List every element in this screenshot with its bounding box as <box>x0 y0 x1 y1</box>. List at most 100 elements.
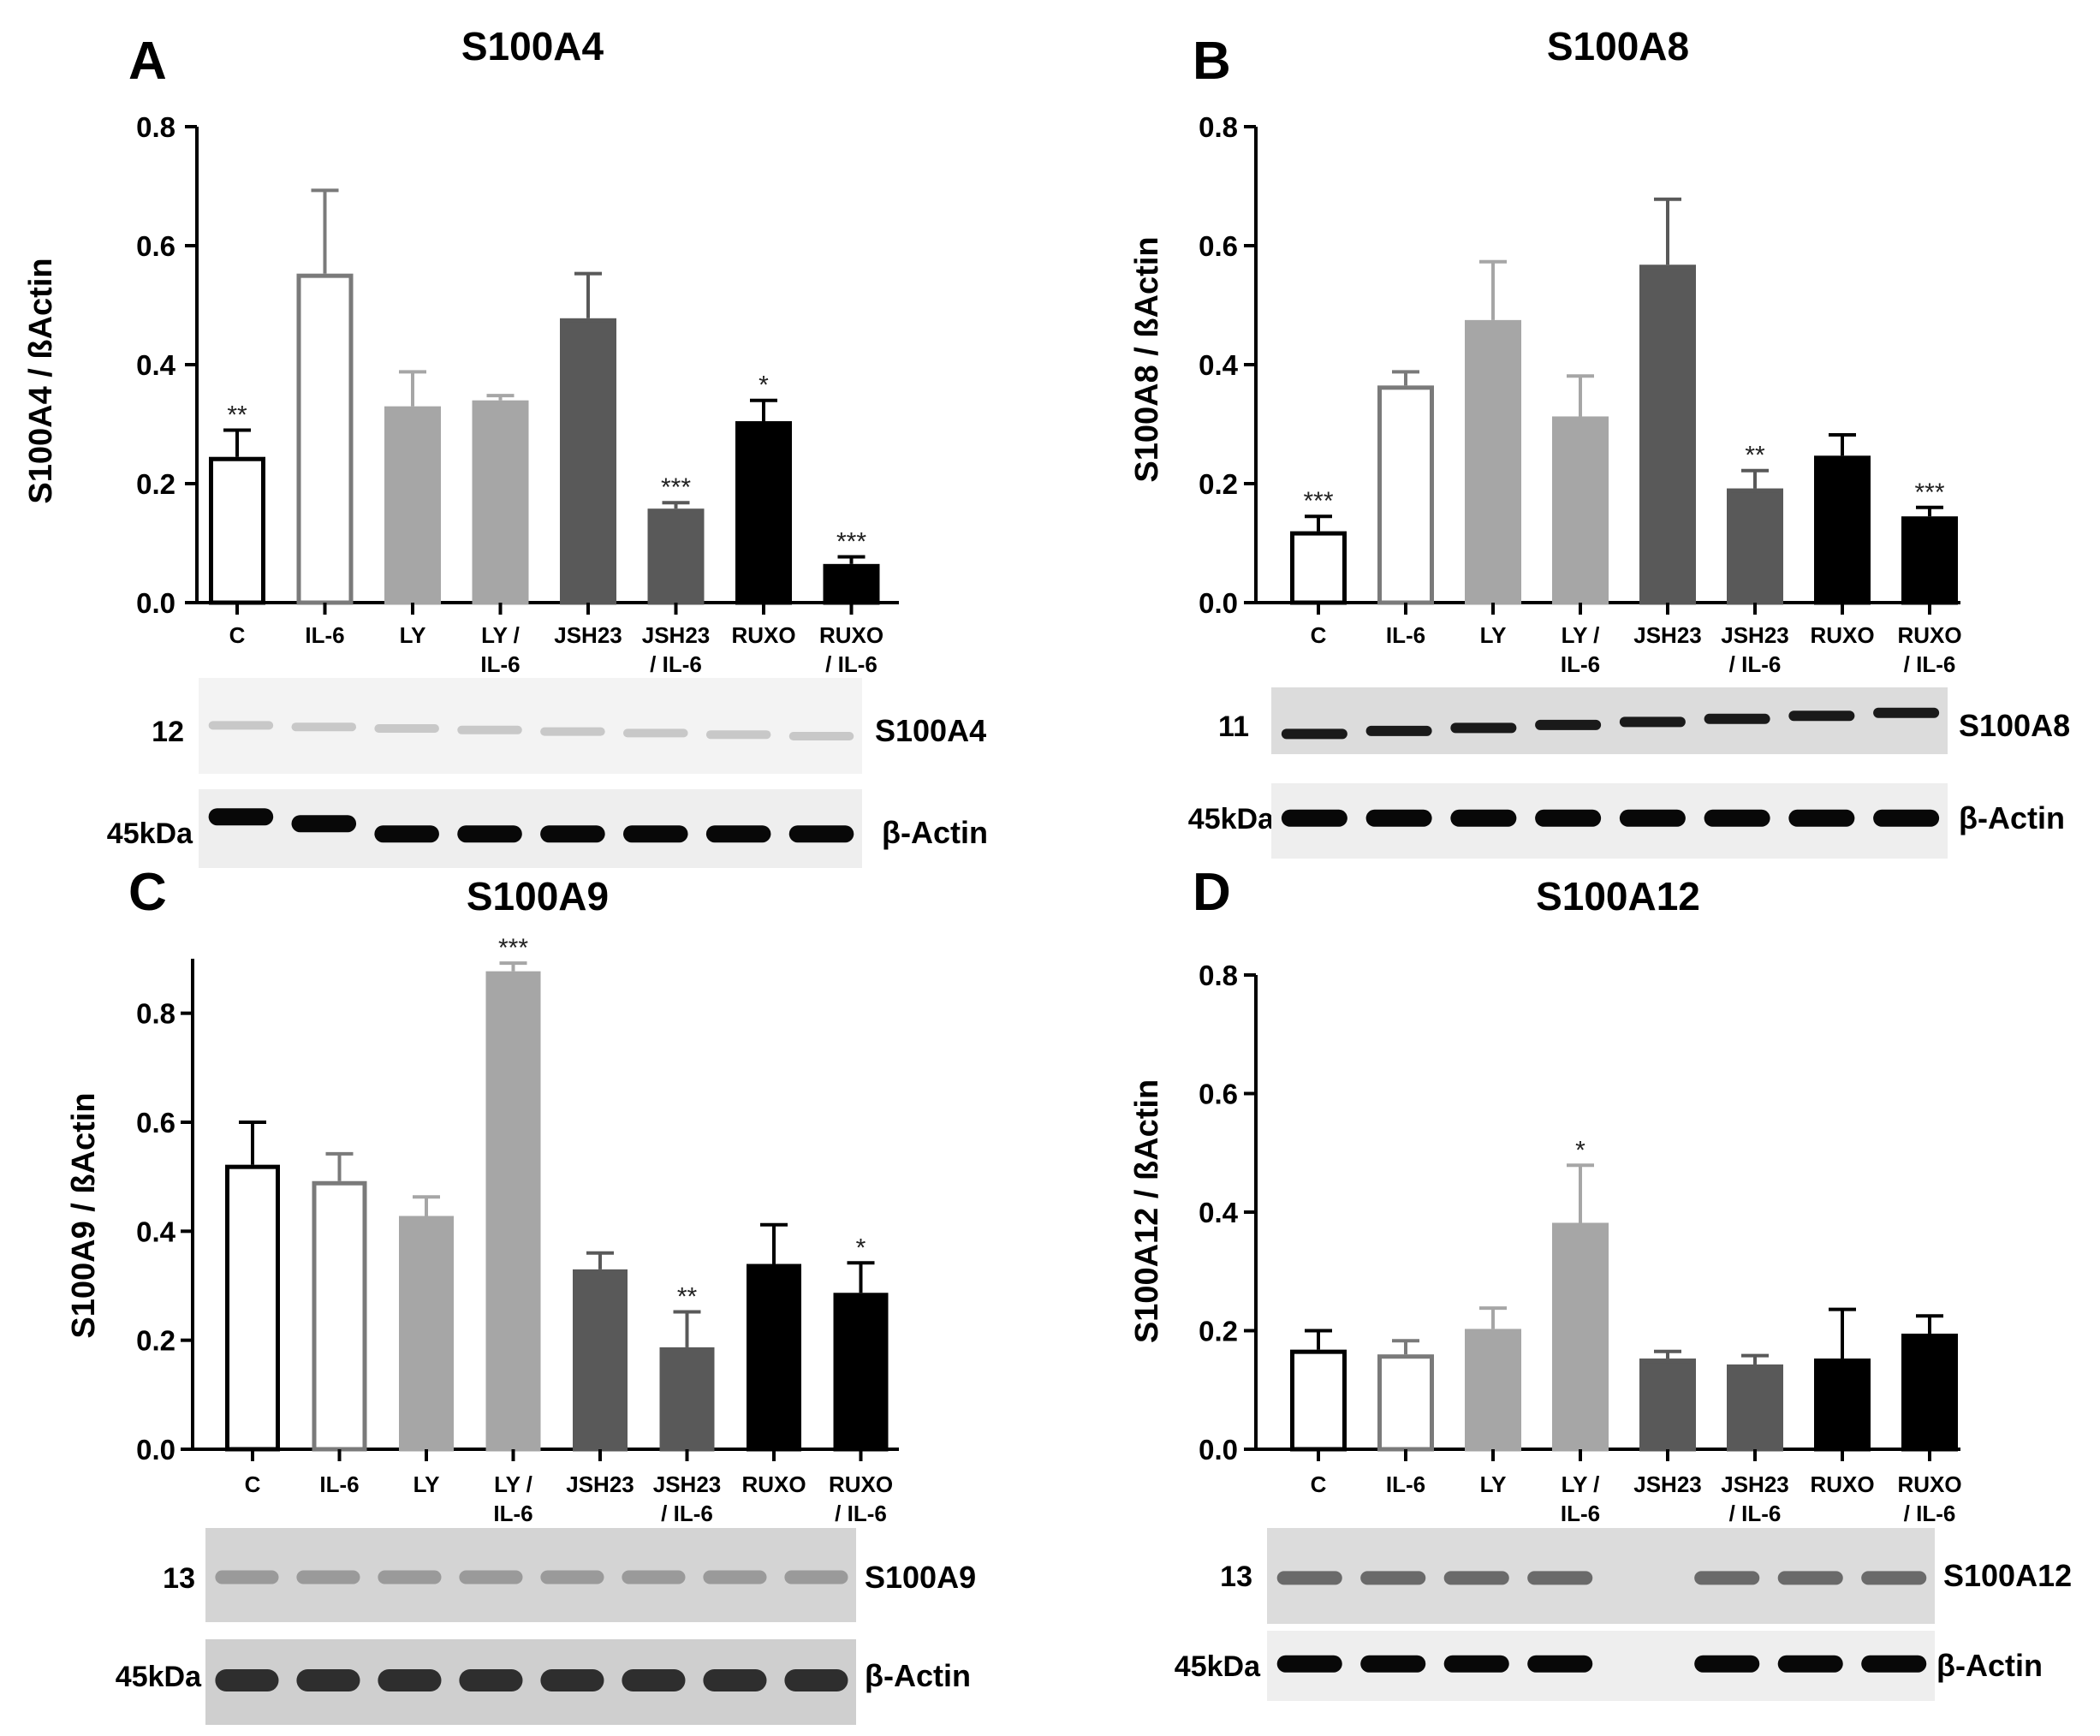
x-tick-label: RUXO <box>829 1471 893 1497</box>
actin-band <box>459 1669 522 1691</box>
x-tick-label: LY / <box>1562 1471 1600 1497</box>
chart-title: S100A12 <box>1536 874 1700 919</box>
protein-band <box>1778 1571 1843 1584</box>
actin-band <box>374 825 439 842</box>
protein-band <box>1450 722 1516 733</box>
x-tick-label: JSH23 <box>1633 622 1702 648</box>
protein-kda-label: 12 <box>152 716 184 748</box>
protein-band <box>1873 708 1939 718</box>
y-tick-label: 0.2 <box>1199 468 1238 500</box>
protein-band <box>459 1571 522 1584</box>
actin-kda-label: 45kDa <box>107 817 193 850</box>
x-tick-label-line2: / IL-6 <box>650 651 702 677</box>
protein-band <box>1444 1571 1509 1584</box>
protein-band-label: S100A8 <box>1959 708 2070 743</box>
x-tick-label: C <box>1311 1471 1327 1497</box>
bar <box>1729 490 1782 603</box>
actin-band <box>1788 810 1854 827</box>
x-tick-label-line2: IL-6 <box>493 1501 532 1526</box>
y-axis-label: S100A4 / ßActin <box>23 258 59 503</box>
significance-label: ** <box>227 401 247 429</box>
actin-band-label: β-Actin <box>882 815 988 850</box>
actin-band <box>1535 810 1601 827</box>
actin-kda-label: 45kDa <box>116 1661 202 1693</box>
protein-kda-label: 11 <box>1218 710 1249 743</box>
significance-label: *** <box>498 934 528 962</box>
protein-band <box>209 721 274 729</box>
bar <box>749 1266 800 1449</box>
significance-label: *** <box>661 473 691 502</box>
x-tick-label-line2: / IL-6 <box>1904 1501 1956 1526</box>
chart-title: S100A4 <box>461 24 604 68</box>
bar <box>1642 267 1694 603</box>
protein-band <box>622 1571 685 1584</box>
x-tick-label-line2: / IL-6 <box>661 1501 713 1526</box>
protein-kda-label: 13 <box>1220 1561 1252 1593</box>
protein-band <box>1861 1571 1926 1584</box>
bar <box>575 1271 626 1449</box>
bar <box>474 402 526 603</box>
actin-band <box>706 825 771 842</box>
y-axis-label: S100A9 / ßActin <box>66 1092 102 1338</box>
bar <box>1380 1357 1432 1449</box>
x-tick-label-line2: / IL-6 <box>835 1501 887 1526</box>
actin-band <box>622 1669 685 1691</box>
actin-band <box>457 825 522 842</box>
protein-band <box>378 1571 441 1584</box>
protein-band <box>1535 720 1601 730</box>
x-tick-label: RUXO <box>1810 622 1874 648</box>
bar <box>738 424 790 603</box>
actin-kda-label: 45kDa <box>1175 1650 1261 1683</box>
actin-band <box>1861 1656 1926 1673</box>
y-tick-label: 0.6 <box>136 230 175 262</box>
protein-band <box>1704 714 1770 724</box>
y-tick-label: 0.6 <box>136 1107 175 1139</box>
bar <box>1817 1361 1869 1449</box>
x-tick-label-line2: / IL-6 <box>1729 651 1782 677</box>
panel-letter: C <box>128 863 167 922</box>
protein-band <box>1277 1571 1342 1584</box>
blot-image-group <box>1267 1528 1935 1701</box>
bar <box>1467 322 1520 603</box>
bar <box>836 1295 886 1449</box>
actin-band <box>540 825 605 842</box>
protein-band-label: S100A4 <box>875 713 986 748</box>
actin-band <box>1694 1656 1759 1673</box>
x-tick-label: IL-6 <box>1386 622 1425 648</box>
y-axis-label: S100A12 / ßActin <box>1129 1079 1165 1343</box>
actin-band <box>623 825 688 842</box>
y-tick-label: 0.4 <box>1199 1197 1239 1228</box>
bar <box>1555 1225 1607 1449</box>
bar <box>488 973 538 1449</box>
actin-band <box>540 1669 604 1691</box>
x-tick-label: LY / <box>481 622 520 648</box>
x-tick-label: JSH23 <box>1721 1471 1789 1497</box>
y-tick-label: 0.4 <box>136 349 176 381</box>
chart-title: S100A8 <box>1547 24 1689 68</box>
bar <box>825 566 877 603</box>
y-tick-label: 0.2 <box>136 468 175 500</box>
actin-band <box>789 825 854 842</box>
actin-band-label: β-Actin <box>1936 1648 2043 1683</box>
actin-band <box>784 1669 848 1691</box>
bar <box>562 320 615 603</box>
protein-band <box>374 724 439 733</box>
significance-label: ** <box>677 1283 698 1311</box>
actin-band <box>292 815 357 832</box>
protein-band <box>215 1571 278 1584</box>
protein-band <box>540 728 605 736</box>
x-tick-label-line2: IL-6 <box>1561 1501 1600 1526</box>
bar <box>1729 1366 1782 1449</box>
protein-band <box>296 1571 360 1584</box>
protein-band <box>706 730 771 739</box>
x-tick-label-line2: / IL-6 <box>1904 651 1956 677</box>
significance-label: * <box>1575 1136 1585 1164</box>
bar <box>211 459 264 603</box>
actin-band <box>1282 810 1347 827</box>
x-tick-label-line2: / IL-6 <box>1729 1501 1782 1526</box>
bar <box>1817 458 1869 603</box>
y-tick-label: 0.4 <box>1199 349 1239 381</box>
bar <box>314 1183 365 1449</box>
bar <box>1467 1331 1520 1449</box>
x-tick-label: LY <box>1480 1471 1507 1497</box>
